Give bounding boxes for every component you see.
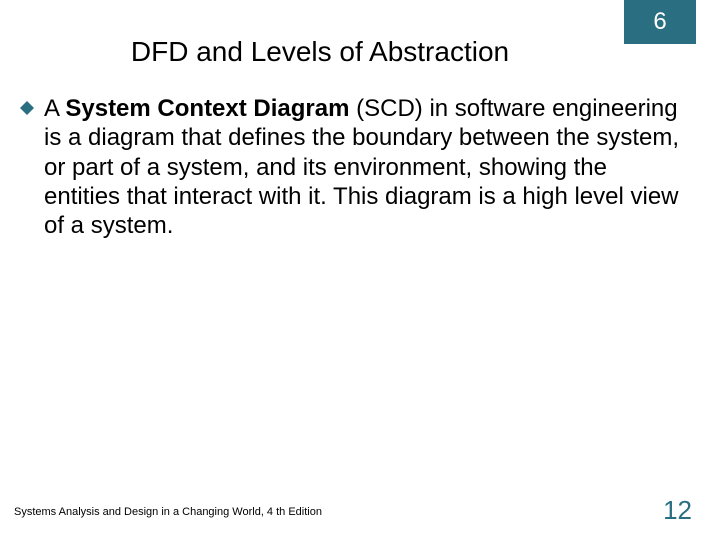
body-bold: System Context Diagram (65, 95, 349, 122)
body-lead: A (44, 95, 65, 122)
body-text: A System Context Diagram (SCD) in softwa… (44, 94, 680, 240)
body-block: A System Context Diagram (SCD) in softwa… (20, 94, 680, 240)
chapter-number: 6 (653, 8, 666, 36)
footer-text: Systems Analysis and Design in a Changin… (14, 506, 322, 518)
diamond-bullet-icon (20, 101, 34, 115)
page-number: 12 (663, 495, 692, 526)
slide-title: DFD and Levels of Abstraction (0, 36, 720, 68)
